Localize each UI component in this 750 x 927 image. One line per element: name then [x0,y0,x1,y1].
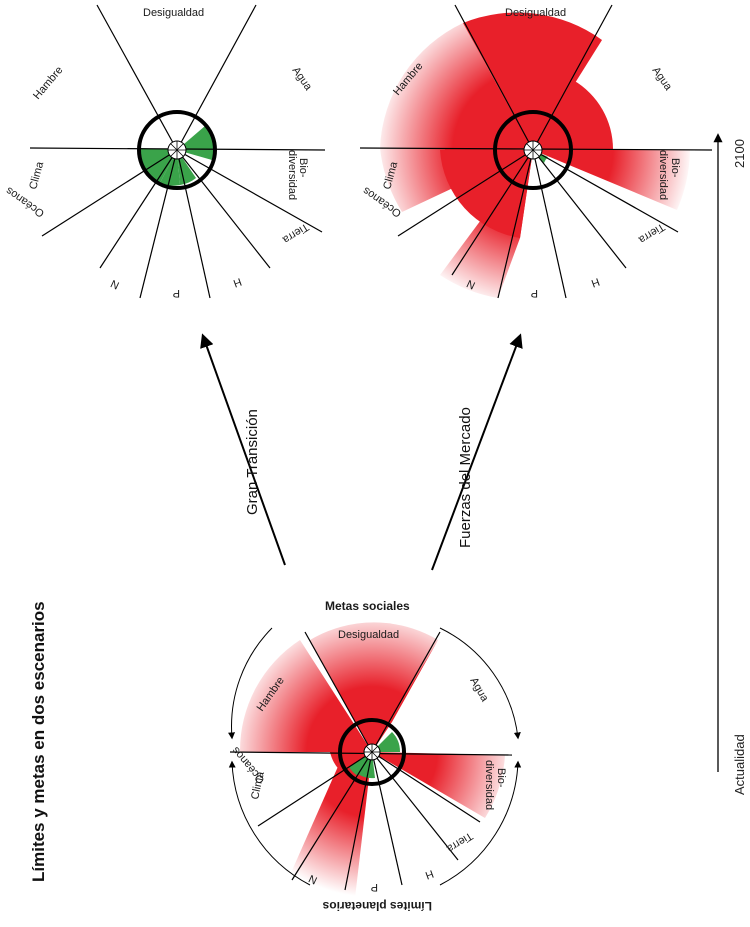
label-h: H [231,275,243,289]
safe-space-ring [137,110,217,190]
sector-spokes-b [359,4,713,299]
wheel-gran-transicion: Desigualdad Agua Hambre Bio- diversidad … [3,4,326,299]
label-phosphorus-c: P [371,881,378,893]
label-hunger: Hambre [31,64,65,102]
hunger-overshoot-wedge [380,23,533,150]
label-biodiversity-2: diversidad [286,150,298,200]
timeline-start-label: Actualidad [732,734,747,795]
safe-space-ring-b [493,110,573,190]
sector-spokes-c [229,631,513,891]
planetary-arc-right [439,760,522,886]
gran-transicion-arrow [200,333,286,566]
timeline: 2100 Actualidad [713,133,747,795]
label-inequality-b: Desigualdad [505,7,566,19]
biodiversity-overshoot-wedge-c [372,752,505,818]
hunger-overshoot-wedge-c [239,640,372,752]
water-overshoot-wedge [533,80,614,150]
label-land-c: Tierra [444,829,475,855]
label-h-c: H [423,867,435,881]
gran-transicion-label: Gran Transición [244,409,261,515]
wheel-fuerzas-mercado: Desigualdad Agua Hambre Bio- diversidad … [359,4,713,299]
label-biodiversity-c2: diversidad [483,760,495,810]
social-arc-left [228,627,273,740]
label-nitrogen: N [109,277,121,291]
label-phosphorus: P [173,287,180,299]
nitrogen-overshoot-wedge [440,150,533,298]
label-climate: Clima [27,160,46,191]
label-biodiversity-c1: Bio- [495,768,507,788]
label-oceans: Océanos [3,184,46,219]
timeline-end-label: 2100 [732,139,747,168]
label-water-b: Agua [650,65,675,94]
label-land: Tierra [280,220,311,246]
inequality-overshoot-wedge [463,12,602,151]
climate-outer-wedge [380,148,533,212]
wheel-actualidad: Metas sociales Límites planetarios D [228,599,522,913]
diagram-title: Límites y metas en dos escenarios [29,601,48,882]
scenario-arrows: Gran Transición Fuerzas del Mercado [200,333,523,571]
label-biodiversity-b1: Bio- [669,158,681,178]
fuerzas-mercado-label: Fuerzas del Mercado [457,407,474,548]
inequality-overshoot-wedge-c [310,622,438,752]
safe-space-ring-c [338,718,406,786]
label-h-b: H [589,275,601,289]
social-goals-label: Metas sociales [325,599,410,613]
water-within-wedge-c [372,732,401,752]
label-inequality-c: Desigualdad [338,629,399,641]
planetary-limits-label: Límites planetarios [322,899,432,913]
label-biodiversity-1: Bio- [297,158,309,178]
phosphorus-within-wedge [177,150,196,185]
nitrogen-overshoot-wedge-c [290,752,372,898]
label-water-c: Agua [467,676,491,705]
label-biodiversity-b2: diversidad [657,150,669,200]
fuerzas-mercado-arrow [431,333,523,571]
label-water: Agua [290,65,315,94]
biodiversity-overshoot-wedge [533,150,690,210]
label-inequality: Desigualdad [143,7,204,19]
label-phosphorus-b: P [531,287,538,299]
social-arc-right [439,627,521,740]
label-climate-c: Clima [249,770,267,801]
label-land-b: Tierra [636,220,667,246]
